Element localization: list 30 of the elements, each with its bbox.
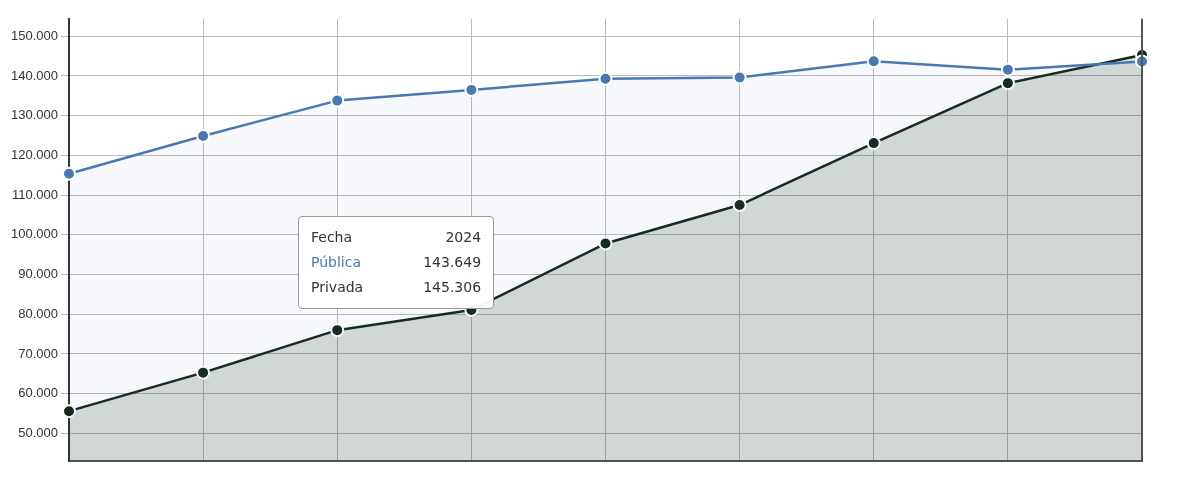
annotation: 143.649 [423,253,482,272]
annotation: Fecha [311,228,354,247]
point [330,93,345,108]
point [196,128,211,143]
point [598,71,613,86]
y-tick-label: 150.000 [10,27,58,43]
point [464,82,479,97]
point [866,136,881,151]
point [598,236,613,251]
point [732,198,747,213]
point [196,365,211,380]
y-tick-label: 100.000 [10,226,58,242]
y-tick-label: 110.000 [11,186,58,202]
y-tick-label: 90.000 [18,266,58,282]
point [732,70,747,85]
point [330,323,345,338]
y-tick-label: 120.000 [10,146,58,162]
point [1000,76,1015,91]
y-tick-label: 130.000 [10,107,58,123]
annotation: 2024 [444,228,482,247]
y-tick-label: 80.000 [18,305,58,321]
point [1000,62,1015,77]
y-tick-label: 60.000 [18,385,58,401]
annotation: 145.306 [423,278,482,297]
series-label: Pública [311,253,362,272]
y-tick-label: 50.000 [18,424,58,440]
y-tick-label: 70.000 [18,345,58,361]
y-tick-label: 140.000 [10,67,58,83]
point [866,54,881,69]
text: Privada [311,278,364,297]
